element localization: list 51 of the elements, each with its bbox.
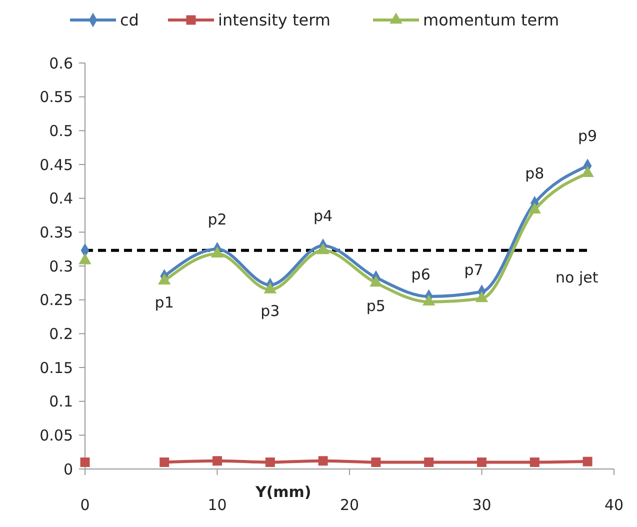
x-tick-label: 20 <box>340 496 360 514</box>
legend-label: momentum term <box>423 10 560 30</box>
annotation: p5 <box>366 296 386 315</box>
legend-label: cd <box>120 10 139 30</box>
annotation: p4 <box>314 206 333 225</box>
y-tick-label: 0.3 <box>49 257 73 276</box>
point <box>477 457 486 467</box>
annotation: p3 <box>260 302 280 320</box>
point <box>530 457 540 467</box>
y-tick-label: 0 <box>63 460 73 478</box>
point <box>158 274 171 285</box>
point <box>212 456 222 466</box>
annotation: p2 <box>208 210 227 228</box>
x-tick-label: 0 <box>80 496 90 514</box>
point <box>78 253 92 264</box>
annotation: p1 <box>154 293 174 312</box>
point <box>371 457 381 467</box>
annotation: p6 <box>411 266 430 284</box>
point <box>318 456 328 466</box>
x-tick-label: 30 <box>472 496 492 514</box>
y-tick-label: 0.05 <box>40 426 73 444</box>
point <box>265 457 275 467</box>
point <box>475 291 488 302</box>
point <box>422 294 436 306</box>
annotation: p9 <box>578 127 598 146</box>
point <box>424 457 434 467</box>
point <box>210 246 224 258</box>
annotation: p8 <box>525 164 544 182</box>
annotation: p7 <box>464 260 484 279</box>
legend-label: intensity term <box>218 10 330 30</box>
y-tick-label: 0.1 <box>49 392 73 411</box>
y-tick-label: 0.35 <box>40 223 73 242</box>
y-tick-label: 0.55 <box>40 88 73 106</box>
point <box>160 457 170 467</box>
x-axis-title: Y(mm) <box>254 483 312 501</box>
y-tick-label: 0.15 <box>40 358 73 377</box>
point <box>316 243 330 254</box>
point <box>370 276 382 287</box>
x-tick-label: 40 <box>604 496 624 514</box>
y-tick-label: 0.4 <box>49 190 73 208</box>
y-tick-label: 0.45 <box>40 156 73 174</box>
point <box>264 282 277 294</box>
ref-line-label: no jet <box>556 268 598 286</box>
y-tick-label: 0.25 <box>40 291 73 310</box>
y-tick-label: 0.6 <box>49 54 73 72</box>
y-tick-label: 0.2 <box>49 324 73 343</box>
point <box>582 456 592 466</box>
point <box>80 457 90 467</box>
point <box>528 202 542 214</box>
x-tick-label: 10 <box>208 496 227 514</box>
y-tick-label: 0.5 <box>49 122 73 140</box>
